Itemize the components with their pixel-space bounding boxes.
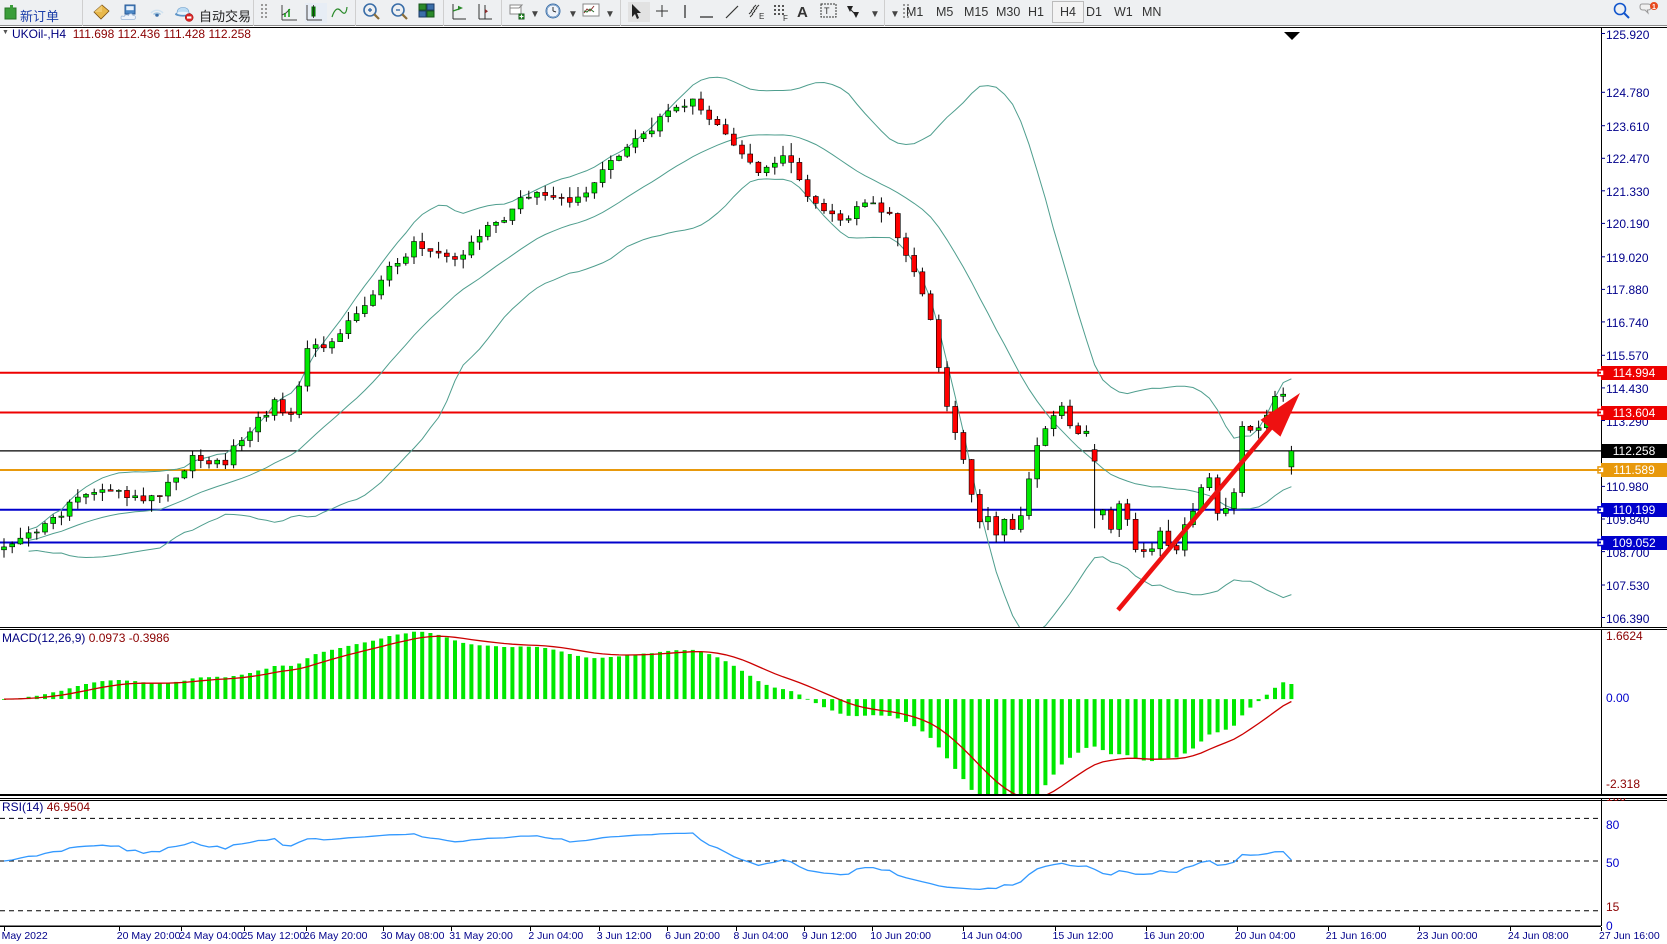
svg-text:1: 1 <box>1652 4 1656 11</box>
svg-text:E: E <box>759 12 764 21</box>
svg-text:F: F <box>783 14 788 23</box>
svg-text:T: T <box>824 6 830 16</box>
